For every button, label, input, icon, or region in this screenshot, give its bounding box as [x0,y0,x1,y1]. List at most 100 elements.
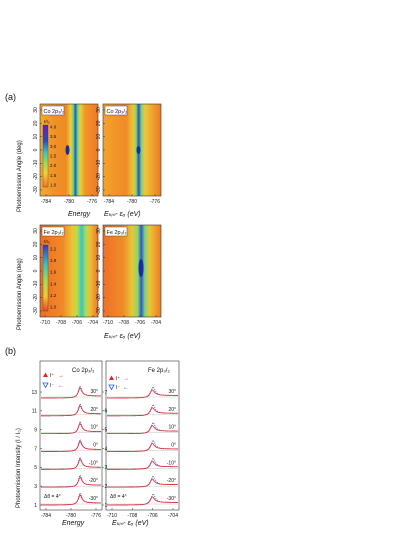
map-title: Fe 2p₃/₂ [107,230,127,236]
fe-energy-ticks-right: -710 -708 -706 -704 [103,315,161,326]
map-title: Co 2p₃/₂ [44,109,65,115]
energy-tick: -708 [119,320,129,326]
spectrum-angle: 30° [168,389,176,395]
energy-tick: -710 [107,513,117,519]
angle-tick: -20 [33,173,39,180]
intensity-tick: 3 [34,484,37,490]
spectrum-fe-down [107,421,179,435]
spectrum-fe-down [106,439,179,452]
angle-tick: 30 [96,228,102,234]
y-axis-angle-top: Photoemission Angle (deg) [17,140,23,212]
x-axis-binding-a2: Eₖᵢₙ- εₒ (eV) [104,333,141,340]
intensity-tick: 13 [31,390,37,396]
angle-tick: 20 [33,241,39,247]
colorbar-tick: 1.6 [50,270,57,275]
angle-tick: -20 [96,294,102,301]
angle-tick: 0 [33,269,39,272]
colorbar-co-ticks: 4.0 3.5 3.0 2.5 2.0 1.5 1.0 [50,125,57,188]
energy-tick: -708 [56,320,66,326]
arrow-left-icon: ← [58,383,64,389]
co-energy-ticks-right: -784 -780 -776 [104,194,160,205]
colorbar-fe [42,244,49,312]
intensity-tick: 4 [105,446,108,452]
colorbar-tick: 1.0 [50,183,57,188]
energy-tick: -704 [88,320,98,326]
angle-tick: 0 [96,269,102,272]
energy-tick: -784 [41,199,51,205]
intensity-ticks-fe: 7 6 5 4 3 2 1 [102,390,108,509]
angle-ticks-top: 30 20 10 0 -10 -20 -30 [33,107,42,194]
angle-tick: 10 [96,255,102,261]
colorbar-tick: 2.5 [50,154,57,159]
legend-fe: I⁺ → I⁻ ← [108,375,129,391]
colorbar-tick: 3.0 [50,144,57,149]
intensity-tick: 5 [34,465,37,471]
spectra-co-title: Co 2p₃/₂ [72,368,95,374]
angle-tick: -10 [33,281,39,288]
intensity-tick: 1 [105,503,108,509]
spectrum-co-up [41,476,102,488]
map-fe-right: Fe 2p₃/₂ [102,224,162,318]
angle-tick: 10 [33,134,39,140]
map-co-left: Co 2p₃/₂ I/I₀ 4.0 3.5 3.0 2.5 2.0 1.5 1.0 [39,103,99,197]
colorbar-co [42,124,49,188]
legend-up-label: I⁺ [116,376,120,382]
energy-tick: -710 [40,320,50,326]
spectrum-co-up [41,494,102,506]
angle-tick: -10 [96,160,102,167]
legend-down-label: I⁻ [50,383,54,389]
spectra-fe: 30° 20° 10° 0° -10° -20° -30° [106,385,179,506]
angle-tick: 20 [96,120,102,126]
energy-tick: -780 [127,199,137,205]
angle-tick: 20 [33,120,39,126]
colorbar-fe-label: I/I₀ [44,239,50,244]
x-axis-energy-b: Energy [62,520,85,527]
panel-a-label: (a) [5,92,16,102]
co-energy-ticks-b: -784 -780 -776 [41,508,101,519]
intensity-tick: 7 [105,390,108,396]
spectrum-angle: 0° [171,443,176,449]
spectrum-co-down [41,438,102,452]
spectrum-angle: 0° [93,443,98,449]
colorbar-fe-ticks: 2.2 1.8 1.6 1.4 1.2 1.0 [50,247,57,310]
angle-tick: 0 [96,148,102,151]
legend-up-label: I⁺ [50,373,54,379]
spectrum-angle: 10° [90,425,98,431]
energy-tick: -776 [150,199,160,205]
angle-tick: 30 [33,107,39,113]
spectrum-angle: -20° [89,478,98,484]
energy-tick: -704 [168,513,178,519]
x-axis-energy-a: Energy [68,211,91,218]
angle-tick: 10 [96,134,102,140]
colorbar-tick: 2.0 [50,163,57,168]
energy-tick: -706 [148,513,158,519]
spectrum-co-up [41,440,102,452]
spectrum-fe-up [107,407,178,417]
intensity-ticks: 13 11 9 7 5 3 1 [31,390,42,509]
arrow-right-icon: → [58,373,64,379]
spectrum-fe-up [107,442,179,452]
fe-energy-ticks-left: -710 -708 -706 -704 [40,315,98,326]
spectra-co: 30° 20° 10° 0° -10° -20° -30° [41,385,102,506]
spectrum-fe-down [107,403,179,417]
arrow-left-icon: ← [123,385,129,391]
angle-tick: -20 [33,294,39,301]
spectrum-fe-up [107,389,179,399]
spectra-fe-title: Fe 2p₃/₂ [148,368,170,374]
spectrum-fe-up [107,496,179,506]
angle-tick: -30 [96,307,102,314]
spectrum-angle: 20° [90,407,98,413]
intensity-tick: 9 [34,427,37,433]
energy-tick: -776 [91,513,101,519]
y-axis-angle-bottom: Photoemission Angle (deg) [17,258,23,330]
intensity-tick: 5 [105,427,108,433]
angle-tick: 20 [96,241,102,247]
map-co-right: Co 2p₃/₂ [102,103,162,197]
angle-tick: 10 [33,255,39,261]
spectrum-angle: -10° [89,460,98,466]
intensity-tick: 11 [32,409,37,415]
spectrum-angle: -10° [167,460,176,466]
energy-tick: -776 [87,199,97,205]
spectra-fe-frame [105,360,180,511]
